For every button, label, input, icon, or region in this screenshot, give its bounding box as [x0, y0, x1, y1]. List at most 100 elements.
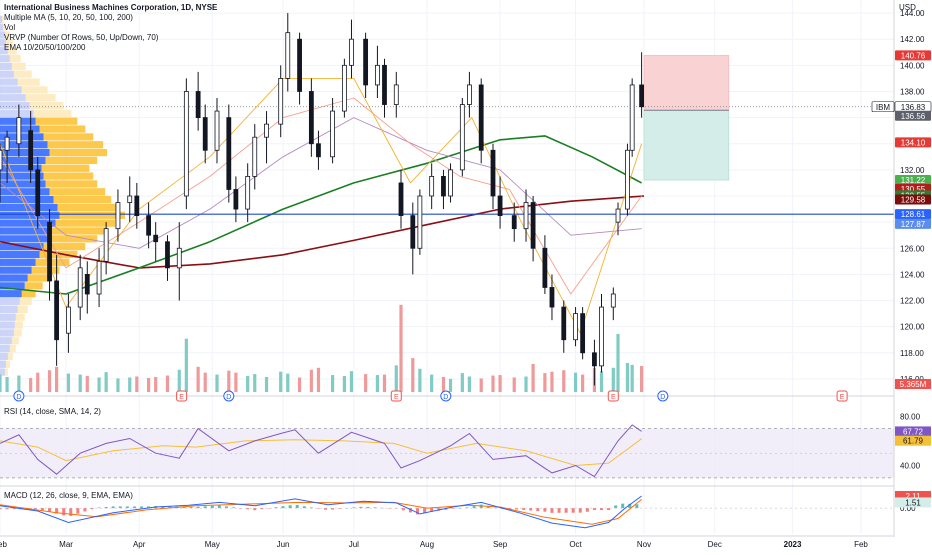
rsi-tick-1: 40.00	[900, 462, 921, 471]
candle-body	[226, 117, 232, 190]
candle-body	[375, 64, 380, 86]
macd-histogram-bar	[147, 506, 151, 509]
volume-bar	[467, 376, 472, 392]
macd-histogram-bar	[543, 508, 547, 512]
volume-bar	[184, 338, 188, 392]
earnings-marker[interactable]	[390, 390, 402, 402]
macd-histogram-bar	[550, 508, 554, 513]
volume-bar	[599, 371, 604, 392]
dividend-marker[interactable]	[223, 390, 235, 402]
price-tag: 127.87	[901, 220, 926, 229]
volume-bar	[97, 377, 101, 392]
macd-histogram-bar	[210, 505, 214, 509]
volume-bar	[47, 370, 52, 392]
candle-body	[66, 306, 71, 334]
macd-histogram-bar	[246, 508, 250, 510]
macd-histogram-bar	[161, 506, 165, 509]
macd-histogram-bar	[48, 508, 52, 512]
time-label-2: Apr	[133, 540, 146, 549]
vp-down-row-5	[13, 329, 22, 337]
volume-bar	[562, 370, 566, 392]
indicator-label-ma[interactable]: Multiple MA (5, 10, 20, 50, 100, 200)	[4, 13, 133, 22]
candle-body	[233, 189, 239, 210]
indicator-label-vrvp[interactable]: VRVP (Number Of Rows, 50, Up/Down, 70)	[4, 33, 159, 42]
volume-bar	[128, 377, 132, 392]
ma-line-3	[0, 97, 642, 295]
vp-up-row-20	[0, 211, 60, 219]
indicator-label-ema[interactable]: EMA 10/20/50/100/200	[4, 43, 86, 52]
volume-bar	[246, 376, 250, 392]
candle-body	[441, 175, 446, 197]
candle-body	[429, 175, 435, 197]
macd-tag-bg	[895, 497, 931, 508]
event-marker-label: E	[394, 394, 399, 401]
position-stop-zone[interactable]	[643, 55, 730, 111]
dividend-marker[interactable]	[657, 390, 669, 402]
candle-body	[639, 84, 645, 108]
position-target-zone[interactable]	[643, 110, 730, 181]
volume-bar	[479, 378, 483, 392]
volume-bar	[531, 363, 535, 392]
vp-up-row-34	[0, 101, 30, 110]
volume-bar	[297, 377, 302, 392]
candle-body	[0, 149, 3, 171]
macd-histogram-bar	[338, 508, 342, 509]
volume-bar	[66, 373, 71, 392]
position-tool[interactable]	[643, 55, 730, 181]
vp-up-row-4	[0, 337, 12, 345]
volume-bar	[625, 362, 630, 392]
vp-down-row-19	[55, 219, 116, 227]
candle-body	[393, 84, 399, 105]
vp-down-row-24	[45, 180, 98, 188]
indicator-label-vol[interactable]: Vol	[4, 23, 16, 32]
volume-bar	[104, 372, 108, 392]
macd-histogram-bar	[125, 506, 129, 509]
earnings-marker[interactable]	[607, 390, 619, 402]
volume-bar	[342, 376, 346, 392]
vp-up-row-23	[0, 188, 50, 196]
candle-body	[16, 117, 22, 145]
earnings-marker[interactable]	[176, 390, 188, 402]
candle-body	[54, 280, 60, 341]
earnings-marker[interactable]	[836, 390, 848, 402]
vp-down-row-20	[59, 211, 125, 219]
vp-down-row-0	[4, 368, 8, 376]
horizontal-line[interactable]	[0, 106, 894, 215]
macd-histogram-bar	[132, 506, 136, 509]
volume-bar	[330, 375, 335, 392]
volume-bar	[286, 373, 290, 392]
volume-bar	[611, 367, 615, 392]
volume-bar	[349, 371, 354, 392]
macd-histogram-bar	[324, 508, 328, 510]
vp-up-row-25	[0, 172, 44, 180]
volume-bar	[399, 304, 403, 392]
vp-up-row-28	[0, 148, 50, 157]
candle-body	[580, 313, 586, 354]
dividend-marker[interactable]	[13, 390, 25, 402]
dividend-marker[interactable]	[440, 390, 452, 402]
volume-bar	[630, 364, 634, 392]
rsi-pane: RSI (14, close, SMA, 14, 2)	[0, 407, 894, 479]
vp-down-row-39	[11, 62, 26, 70]
macd-histogram-bar	[196, 506, 200, 509]
volume-bar	[279, 371, 283, 392]
price-tick-8: 132.00	[900, 166, 925, 175]
candle-body	[417, 195, 423, 249]
macd-histogram-bar	[458, 508, 462, 509]
macd-histogram-bar	[274, 507, 278, 509]
vp-up-row-27	[0, 156, 46, 165]
candle-body	[629, 84, 635, 151]
volume-bar	[364, 374, 368, 392]
price-tag: 134.10	[901, 138, 926, 147]
candle-body	[625, 149, 630, 210]
macd-histogram-bar	[118, 506, 122, 509]
vp-down-row-7	[15, 313, 25, 321]
macd-histogram-bar	[260, 508, 264, 510]
volume-bar	[640, 366, 644, 392]
vp-up-row-26	[0, 164, 42, 172]
vp-up-row-45	[0, 15, 2, 23]
volume-tag: 5.365M	[900, 380, 927, 389]
vp-down-row-8	[17, 305, 28, 313]
